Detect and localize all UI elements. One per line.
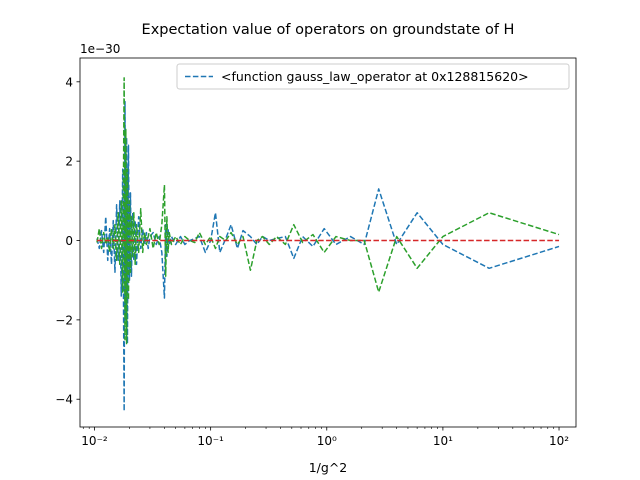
series-line-2 [96, 77, 560, 345]
y-tick-label: 2 [65, 155, 73, 169]
axes-frame [79, 57, 577, 428]
legend-entry-label: <function gauss_law_operator at 0x128815… [221, 69, 529, 84]
x-axis-label: 1/g^2 [309, 460, 348, 475]
chart-title: Expectation value of operators on ground… [142, 22, 515, 38]
y-tick-label: 0 [65, 234, 73, 248]
x-tick-label: 10⁰ [317, 434, 337, 448]
y-tick-label: −4 [55, 393, 73, 407]
y-tick-label: −2 [55, 313, 73, 327]
legend-box [176, 63, 570, 90]
x-tick-label: 10⁻¹ [197, 434, 224, 448]
plot-area: 10⁻² 10⁻¹ 10⁰ 10¹ 10² −4 −2 0 2 4 <function gauss_… [55, 57, 577, 448]
y-offset-label: 1e−30 [80, 42, 120, 56]
x-tick-label: 10¹ [433, 434, 453, 448]
x-tick-label: 10² [549, 434, 569, 448]
x-tick-label: 10⁻² [81, 434, 108, 448]
y-tick-label: 4 [65, 75, 73, 89]
